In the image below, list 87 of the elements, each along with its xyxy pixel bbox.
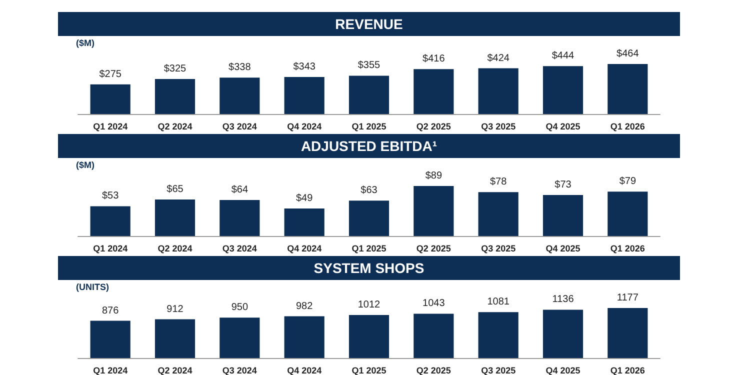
data-label: $63 bbox=[360, 185, 378, 196]
x-tick-label: Q1 2025 bbox=[352, 122, 386, 132]
bar bbox=[154, 199, 196, 236]
bar bbox=[608, 64, 648, 114]
x-tick-label: Q1 2024 bbox=[93, 122, 128, 132]
x-tick-label: Q1 2024 bbox=[93, 244, 128, 254]
x-tick-label: Q3 2024 bbox=[222, 366, 257, 375]
bar bbox=[542, 310, 584, 358]
x-tick-label: Q2 2025 bbox=[416, 244, 451, 254]
data-label: 1081 bbox=[487, 296, 510, 308]
x-tick-label: Q1 2024 bbox=[93, 366, 128, 375]
data-label: $464 bbox=[616, 48, 640, 60]
y-axis-title: (UNITS) bbox=[76, 282, 109, 292]
data-label: 1177 bbox=[616, 292, 639, 304]
x-tick-label: Q1 2026 bbox=[610, 244, 645, 254]
x-tick-label: Q3 2025 bbox=[481, 366, 516, 375]
data-label: 1043 bbox=[422, 298, 446, 310]
data-label: 912 bbox=[166, 304, 184, 315]
bar bbox=[478, 68, 518, 114]
x-tick-label: Q1 2026 bbox=[610, 122, 645, 132]
x-tick-label: Q3 2024 bbox=[222, 244, 257, 254]
y-axis-title: ($M) bbox=[76, 38, 94, 48]
bar bbox=[414, 314, 454, 358]
x-tick-label: Q2 2024 bbox=[158, 366, 192, 375]
x-tick-label: Q4 2025 bbox=[546, 122, 580, 132]
bar bbox=[220, 78, 260, 114]
data-label: $355 bbox=[358, 60, 381, 72]
x-tick-label: Q4 2024 bbox=[287, 366, 322, 375]
chart-title: SYSTEM SHOPS bbox=[58, 256, 680, 280]
bar bbox=[154, 319, 196, 358]
x-tick-label: Q3 2024 bbox=[222, 122, 257, 132]
x-tick-label: Q1 2025 bbox=[352, 366, 386, 375]
bar bbox=[154, 78, 196, 114]
bar bbox=[478, 192, 518, 236]
data-label: 1012 bbox=[358, 300, 381, 311]
data-label: $325 bbox=[164, 63, 187, 74]
bar bbox=[90, 206, 130, 236]
data-label: $338 bbox=[228, 62, 252, 74]
bar bbox=[284, 77, 324, 114]
data-label: $78 bbox=[490, 176, 508, 188]
bar bbox=[542, 66, 584, 114]
x-tick-label: Q3 2025 bbox=[481, 244, 516, 254]
data-label: $79 bbox=[619, 176, 636, 188]
data-label: $65 bbox=[166, 184, 184, 195]
x-tick-label: Q4 2024 bbox=[287, 122, 322, 132]
bar bbox=[284, 208, 324, 236]
bar bbox=[608, 308, 648, 358]
x-tick-label: Q1 2026 bbox=[610, 366, 645, 375]
y-axis-title: ($M) bbox=[76, 160, 94, 170]
data-label: $416 bbox=[422, 54, 446, 65]
bar bbox=[348, 200, 390, 236]
x-tick-label: Q4 2025 bbox=[546, 366, 580, 375]
bar bbox=[90, 84, 130, 114]
data-label: $53 bbox=[102, 190, 120, 202]
bar bbox=[90, 320, 130, 358]
bar bbox=[608, 192, 648, 236]
data-label: $343 bbox=[293, 62, 316, 73]
data-label: $89 bbox=[425, 170, 442, 182]
bar bbox=[348, 76, 390, 114]
x-tick-label: Q2 2024 bbox=[158, 244, 192, 254]
x-tick-label: Q1 2025 bbox=[352, 244, 386, 254]
x-tick-label: Q2 2025 bbox=[416, 122, 451, 132]
data-label: 950 bbox=[231, 302, 248, 314]
x-tick-label: Q2 2025 bbox=[416, 366, 451, 375]
data-label: $49 bbox=[296, 192, 314, 204]
x-tick-label: Q3 2025 bbox=[481, 122, 516, 132]
x-tick-label: Q2 2024 bbox=[158, 122, 192, 132]
data-label: $275 bbox=[99, 68, 122, 80]
data-label: 876 bbox=[102, 305, 120, 316]
data-label: $64 bbox=[231, 184, 248, 196]
data-label: 982 bbox=[296, 300, 314, 312]
bar bbox=[348, 315, 390, 358]
data-label: 1136 bbox=[552, 294, 574, 306]
bar bbox=[220, 200, 260, 236]
data-label: $73 bbox=[554, 179, 572, 190]
chart-title: ADJUSTED EBITDA¹ bbox=[58, 134, 680, 158]
bar bbox=[478, 312, 518, 358]
data-label: $444 bbox=[552, 50, 575, 62]
bar bbox=[542, 194, 584, 236]
chart-title: REVENUE bbox=[58, 12, 680, 36]
bar bbox=[414, 69, 454, 114]
bar bbox=[220, 318, 260, 358]
data-label: $424 bbox=[487, 52, 510, 64]
bar bbox=[284, 316, 324, 358]
x-tick-label: Q4 2024 bbox=[287, 244, 322, 254]
x-tick-label: Q4 2025 bbox=[546, 244, 580, 254]
bar bbox=[414, 186, 454, 236]
